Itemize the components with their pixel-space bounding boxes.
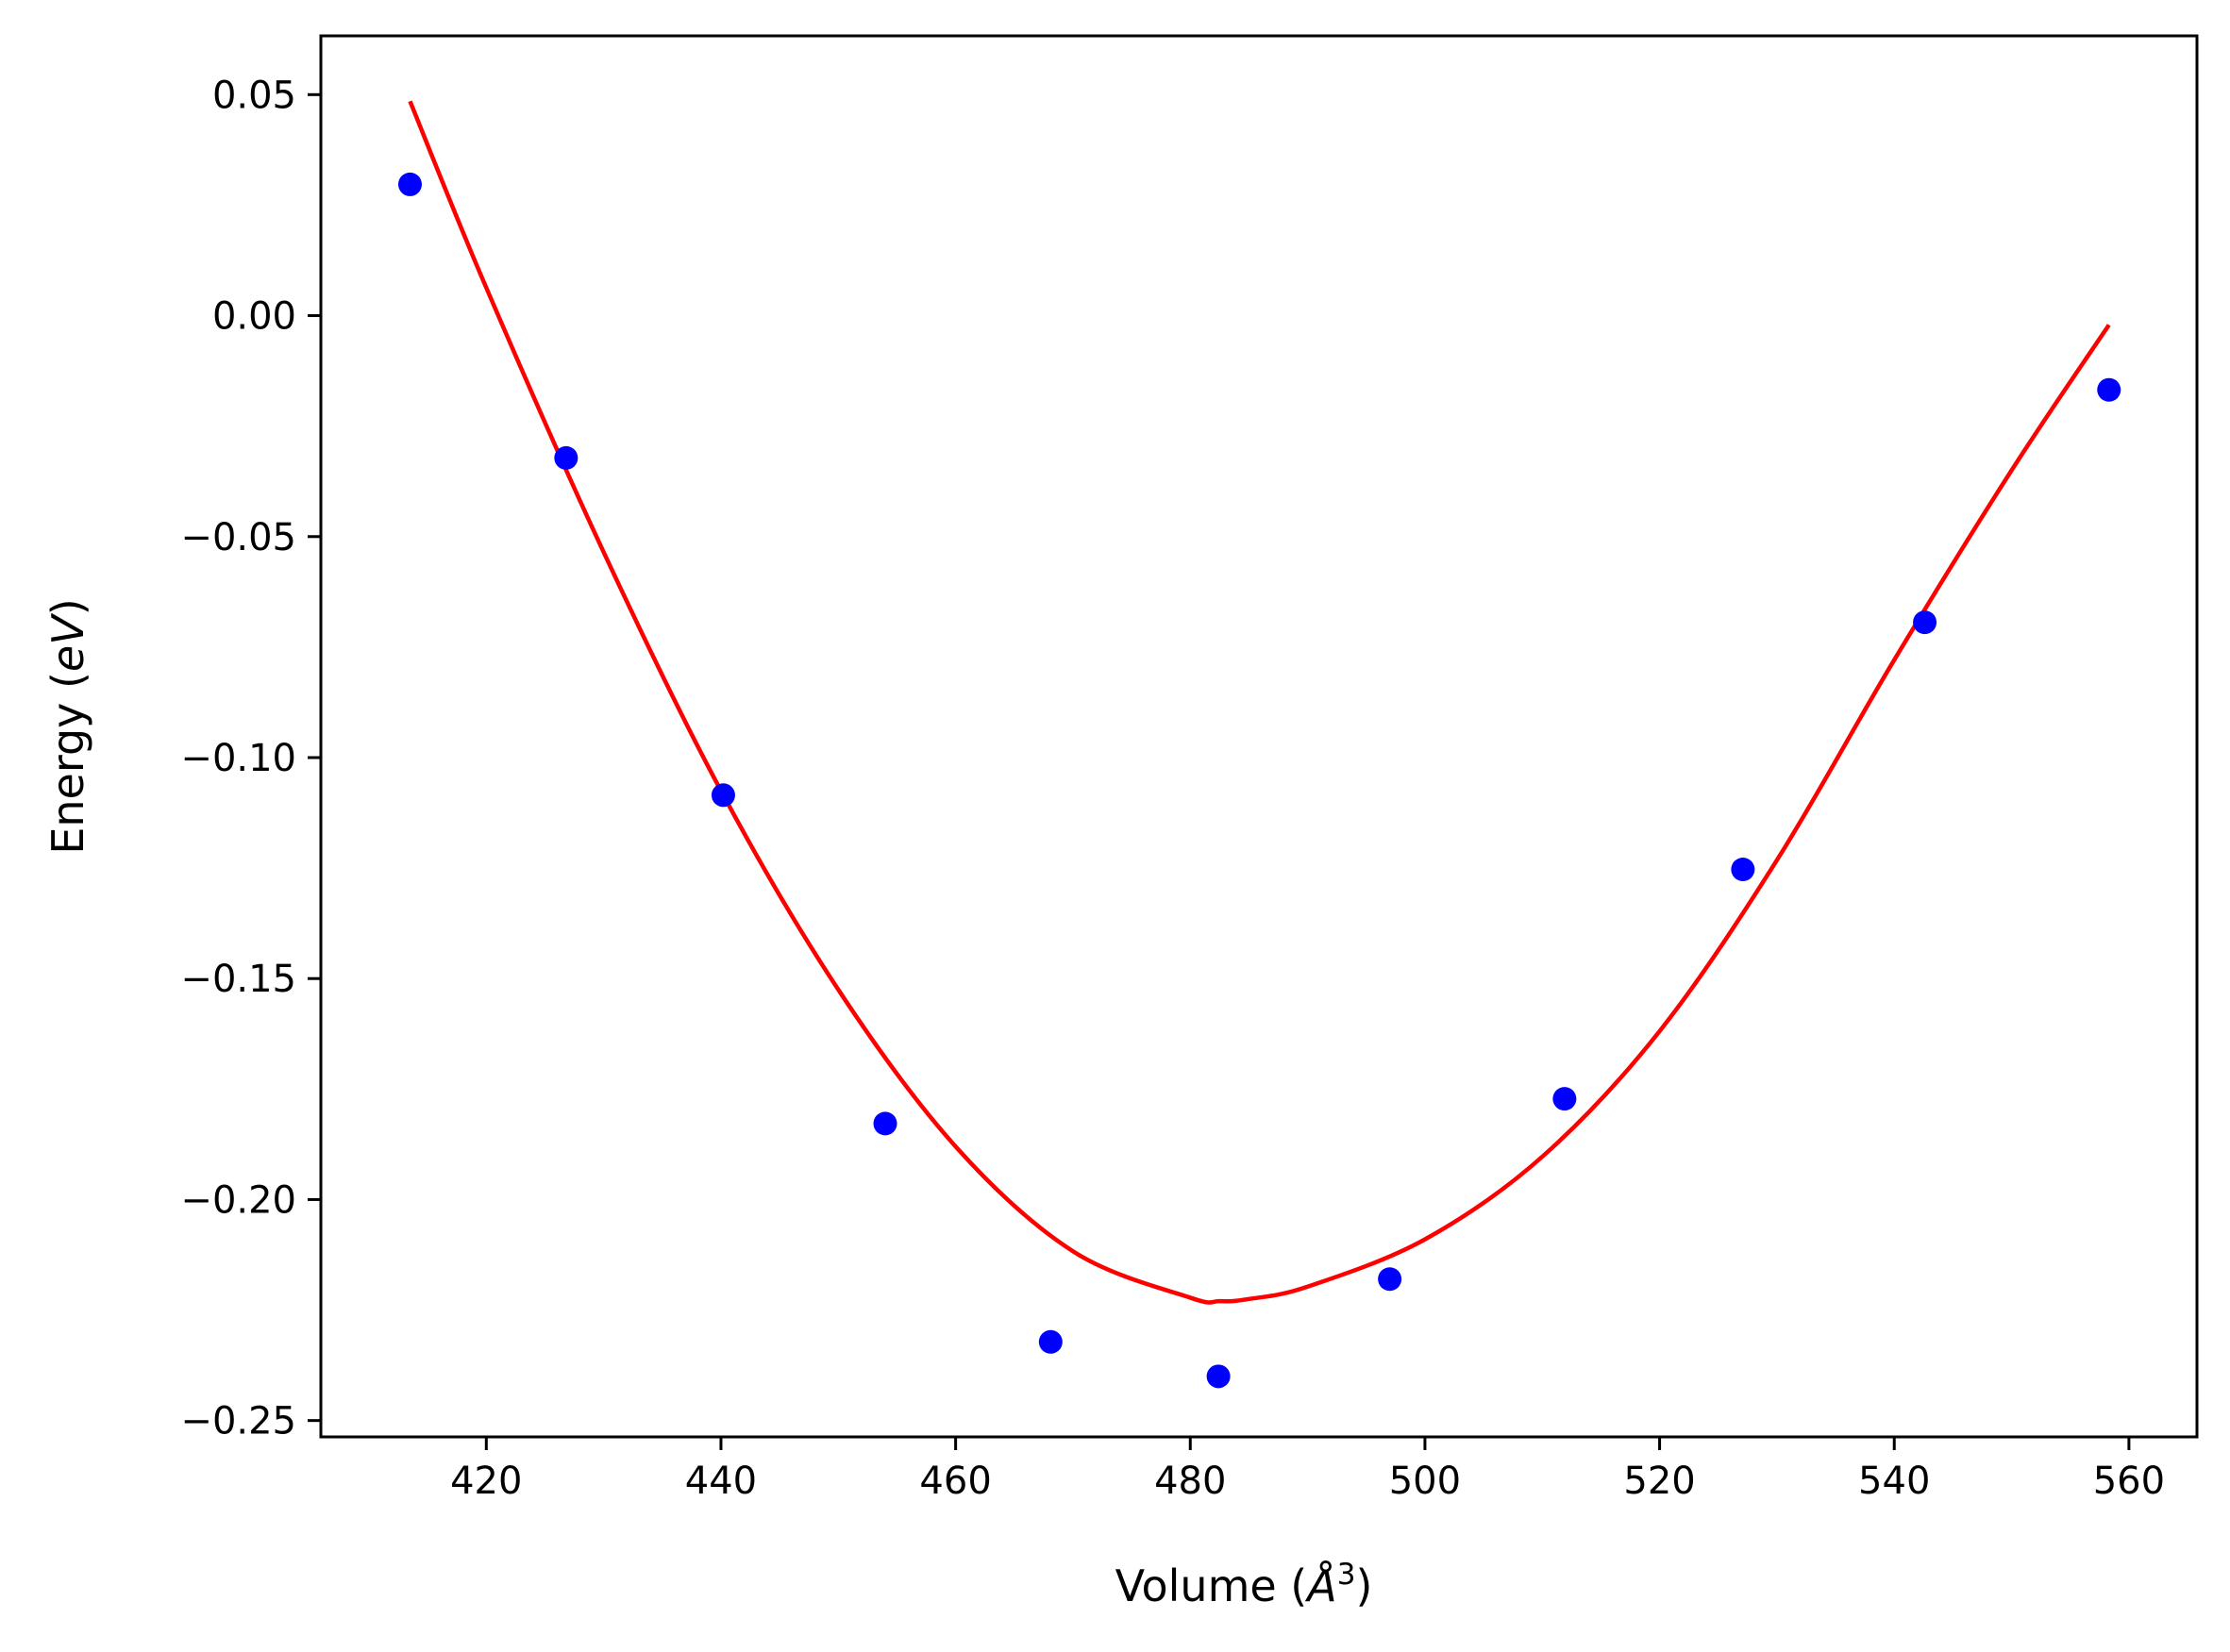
data-point — [1206, 1364, 1231, 1389]
y-axis-ticks: 0.05 0.00 −0.05 −0.10 −0.15 −0.20 −0.25 — [180, 74, 321, 1443]
x-tick-label: 440 — [685, 1460, 757, 1503]
x-tick-label: 540 — [1858, 1460, 1930, 1503]
data-point — [2097, 377, 2121, 402]
x-tick-label: 520 — [1623, 1460, 1695, 1503]
y-tick-label: 0.00 — [212, 295, 296, 339]
x-tick-label: 480 — [1154, 1460, 1226, 1503]
data-point — [1731, 858, 1755, 882]
y-tick-label: −0.05 — [180, 516, 296, 559]
x-tick-label: 420 — [450, 1460, 522, 1503]
data-point — [1378, 1267, 1402, 1292]
y-tick-label: −0.25 — [180, 1400, 296, 1443]
y-axis-label: Energy (eV) — [42, 598, 93, 854]
x-tick-label: 500 — [1389, 1460, 1461, 1503]
data-point — [1913, 610, 1937, 635]
data-point — [1038, 1329, 1063, 1354]
y-tick-label: −0.10 — [180, 737, 296, 780]
x-axis-label: Volume (Å3) — [1115, 1558, 1373, 1611]
chart-marks — [397, 100, 2121, 1389]
data-point — [397, 172, 422, 196]
data-point — [711, 783, 735, 808]
y-tick-label: −0.15 — [180, 958, 296, 1001]
x-tick-label: 560 — [2093, 1460, 2165, 1503]
data-point — [873, 1111, 897, 1136]
y-tick-label: −0.20 — [180, 1178, 296, 1222]
x-axis-ticks: 420 440 460 480 500 520 540 560 — [450, 1437, 2165, 1503]
x-tick-label: 460 — [919, 1460, 991, 1503]
fit-curve-line — [408, 100, 2111, 1305]
y-tick-label: 0.05 — [212, 74, 296, 117]
data-point — [554, 445, 578, 470]
data-point — [1552, 1087, 1577, 1111]
plot-area-frame — [319, 34, 2199, 1439]
